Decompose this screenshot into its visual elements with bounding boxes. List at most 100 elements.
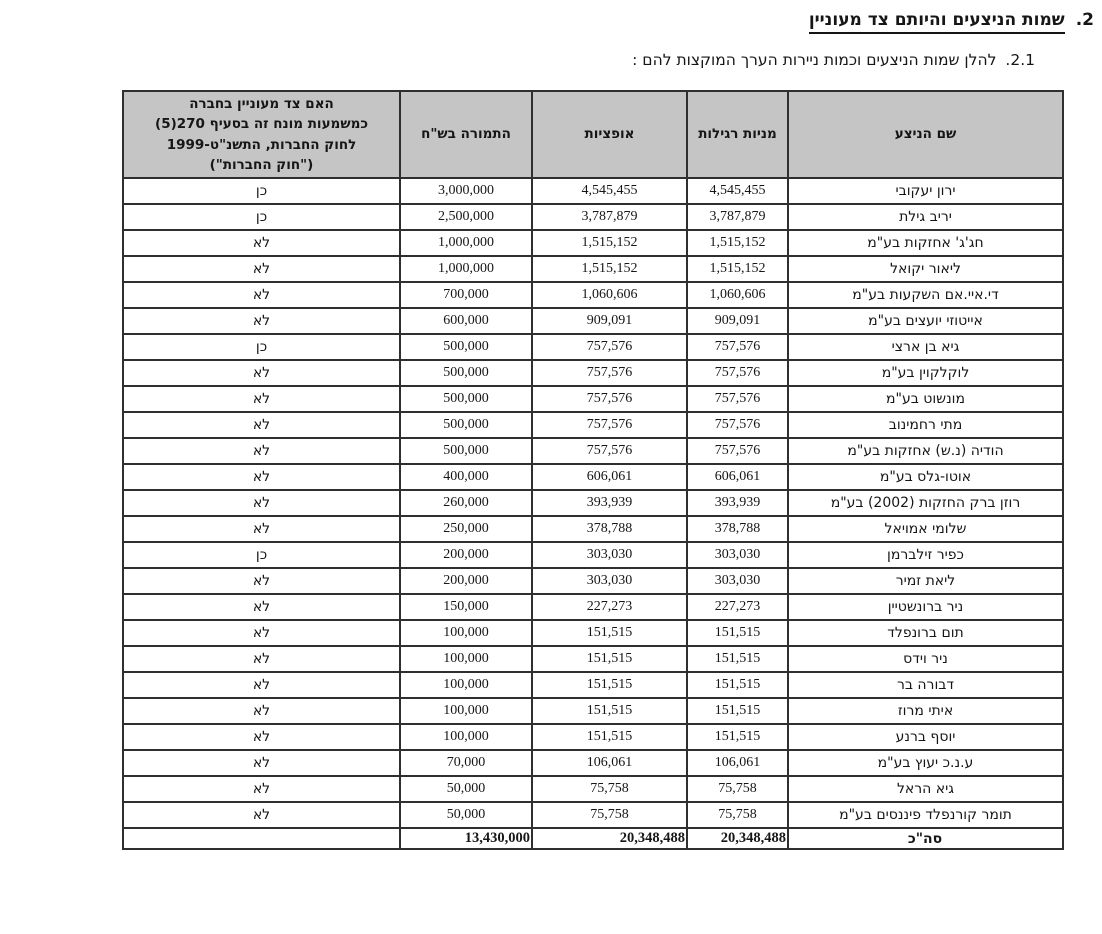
table-row: ליאור יקואל 1,515,152 1,515,152 1,000,00… — [122, 255, 1064, 283]
offerees-table: שם הניצע מניות רגילות אופציות התמורה בש"… — [122, 90, 1064, 850]
header-offeree-name: שם הניצע — [787, 90, 1064, 179]
cell-ordinary-shares: 1,060,606 — [686, 281, 789, 309]
total-row: סה"כ 20,348,488 20,348,488 13,430,000 — [122, 827, 1064, 850]
cell-consideration: 100,000 — [399, 619, 533, 647]
cell-ordinary-shares: 393,939 — [686, 489, 789, 517]
cell-ordinary-shares: 1,515,152 — [686, 255, 789, 283]
cell-offeree-name: תומר קורנפלד פיננסים בע"מ — [787, 801, 1064, 829]
table-row: מונשוט בע"מ 757,576 757,576 500,000 לא — [122, 385, 1064, 413]
header-consideration: התמורה בש"ח — [399, 90, 533, 179]
total-label: סה"כ — [787, 827, 1064, 850]
subsection-text: להלן שמות הניצעים וכמות ניירות הערך המוק… — [632, 51, 997, 69]
cell-offeree-name: רוזן ברק החזקות (2002) בע"מ — [787, 489, 1064, 517]
cell-options: 303,030 — [531, 567, 688, 595]
cell-interested-party: כן — [122, 177, 401, 205]
cell-options: 151,515 — [531, 697, 688, 725]
subsection-heading: 2.1. להלן שמות הניצעים וכמות ניירות הערך … — [0, 51, 1102, 69]
cell-offeree-name: תום ברונפלד — [787, 619, 1064, 647]
cell-consideration: 150,000 — [399, 593, 533, 621]
table-row: ליאת זמיר 303,030 303,030 200,000 לא — [122, 567, 1064, 595]
cell-offeree-name: אוטו-גלס בע"מ — [787, 463, 1064, 491]
cell-consideration: 3,000,000 — [399, 177, 533, 205]
cell-offeree-name: אייטוזי יועצים בע"מ — [787, 307, 1064, 335]
table-row: חג'ג' אחזקות בע"מ 1,515,152 1,515,152 1,… — [122, 229, 1064, 257]
cell-ordinary-shares: 757,576 — [686, 385, 789, 413]
cell-ordinary-shares: 303,030 — [686, 541, 789, 569]
table-row: איתי מרוז 151,515 151,515 100,000 לא — [122, 697, 1064, 725]
header-options: אופציות — [531, 90, 688, 179]
cell-interested-party: לא — [122, 437, 401, 465]
cell-ordinary-shares: 303,030 — [686, 567, 789, 595]
cell-options: 757,576 — [531, 359, 688, 387]
cell-consideration: 1,000,000 — [399, 229, 533, 257]
table-row: אייטוזי יועצים בע"מ 909,091 909,091 600,… — [122, 307, 1064, 335]
cell-options: 1,515,152 — [531, 229, 688, 257]
cell-ordinary-shares: 227,273 — [686, 593, 789, 621]
cell-consideration: 250,000 — [399, 515, 533, 543]
cell-consideration: 100,000 — [399, 723, 533, 751]
cell-ordinary-shares: 757,576 — [686, 437, 789, 465]
cell-consideration: 700,000 — [399, 281, 533, 309]
cell-offeree-name: ליאת זמיר — [787, 567, 1064, 595]
cell-consideration: 2,500,000 — [399, 203, 533, 231]
cell-ordinary-shares: 757,576 — [686, 411, 789, 439]
section-title: שמות הניצעים והיותם צד מעוניין — [808, 10, 1065, 34]
cell-ordinary-shares: 4,545,455 — [686, 177, 789, 205]
cell-interested-party: לא — [122, 411, 401, 439]
total-consideration: 13,430,000 — [399, 827, 533, 850]
cell-offeree-name: חג'ג' אחזקות בע"מ — [787, 229, 1064, 257]
cell-ordinary-shares: 909,091 — [686, 307, 789, 335]
cell-ordinary-shares: 757,576 — [686, 333, 789, 361]
header-ordinary-shares: מניות רגילות — [686, 90, 789, 179]
cell-offeree-name: די.איי.אם השקעות בע"מ — [787, 281, 1064, 309]
cell-options: 75,758 — [531, 775, 688, 803]
table-row: תום ברונפלד 151,515 151,515 100,000 לא — [122, 619, 1064, 647]
cell-interested-party: לא — [122, 229, 401, 257]
document-page: 2. שמות הניצעים והיותם צד מעוניין 2.1. להל… — [0, 0, 1102, 850]
cell-options: 151,515 — [531, 723, 688, 751]
cell-interested-party: לא — [122, 775, 401, 803]
cell-interested-party: לא — [122, 671, 401, 699]
header-row: שם הניצע מניות רגילות אופציות התמורה בש"… — [122, 90, 1064, 179]
cell-interested-party: לא — [122, 619, 401, 647]
cell-consideration: 400,000 — [399, 463, 533, 491]
cell-offeree-name: דבורה בר — [787, 671, 1064, 699]
cell-consideration: 500,000 — [399, 437, 533, 465]
cell-consideration: 600,000 — [399, 307, 533, 335]
cell-ordinary-shares: 606,061 — [686, 463, 789, 491]
cell-offeree-name: איתי מרוז — [787, 697, 1064, 725]
header-interested-party: האם צד מעוניין בחברה כמשמעות מונח זה בסע… — [122, 90, 401, 179]
cell-consideration: 70,000 — [399, 749, 533, 777]
cell-interested-party: לא — [122, 723, 401, 751]
cell-interested-party: כן — [122, 541, 401, 569]
cell-options: 1,515,152 — [531, 255, 688, 283]
cell-consideration: 500,000 — [399, 411, 533, 439]
cell-options: 757,576 — [531, 411, 688, 439]
cell-interested-party: לא — [122, 463, 401, 491]
cell-ordinary-shares: 75,758 — [686, 775, 789, 803]
cell-consideration: 100,000 — [399, 645, 533, 673]
cell-options: 1,060,606 — [531, 281, 688, 309]
table-row: תומר קורנפלד פיננסים בע"מ 75,758 75,758 … — [122, 801, 1064, 829]
cell-consideration: 1,000,000 — [399, 255, 533, 283]
section-heading: 2. שמות הניצעים והיותם צד מעוניין — [0, 0, 1102, 34]
cell-options: 378,788 — [531, 515, 688, 543]
cell-interested-party: לא — [122, 697, 401, 725]
table-row: שלומי אמויאל 378,788 378,788 250,000 לא — [122, 515, 1064, 543]
cell-options: 151,515 — [531, 645, 688, 673]
table-row: ניר וידס 151,515 151,515 100,000 לא — [122, 645, 1064, 673]
cell-interested-party: לא — [122, 567, 401, 595]
cell-consideration: 500,000 — [399, 385, 533, 413]
cell-interested-party: כן — [122, 203, 401, 231]
cell-options: 3,787,879 — [531, 203, 688, 231]
cell-interested-party: לא — [122, 645, 401, 673]
cell-offeree-name: ירון יעקובי — [787, 177, 1064, 205]
table-row: ירון יעקובי 4,545,455 4,545,455 3,000,00… — [122, 177, 1064, 205]
cell-offeree-name: הודיה (נ.ש) אחזקות בע"מ — [787, 437, 1064, 465]
cell-interested-party: לא — [122, 593, 401, 621]
cell-ordinary-shares: 151,515 — [686, 645, 789, 673]
cell-ordinary-shares: 757,576 — [686, 359, 789, 387]
table-row: דבורה בר 151,515 151,515 100,000 לא — [122, 671, 1064, 699]
cell-interested-party: לא — [122, 749, 401, 777]
cell-offeree-name: ניר וידס — [787, 645, 1064, 673]
